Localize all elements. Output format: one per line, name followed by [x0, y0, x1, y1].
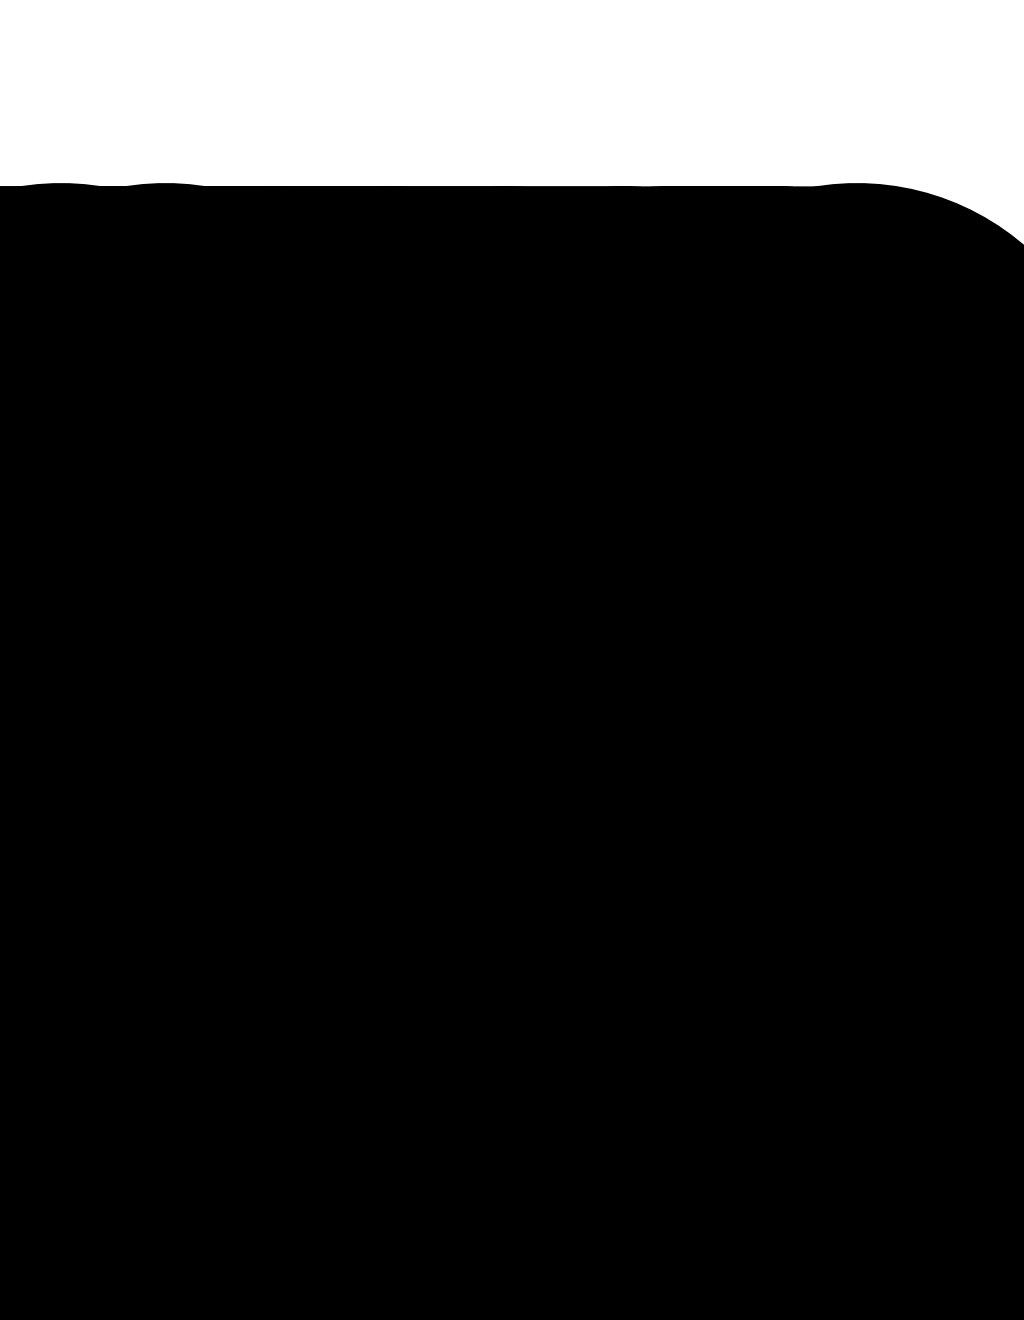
Bar — [725, 737, 818, 966]
Bar — [376, 737, 469, 966]
Text: 310: 310 — [825, 1030, 852, 1044]
Text: alternating one of
operating voltages: alternating one of operating voltages — [284, 429, 402, 458]
Text: 314: 314 — [513, 235, 540, 249]
Bar — [183, 313, 273, 574]
Bar — [645, 313, 738, 574]
Text: 306: 306 — [593, 1030, 620, 1044]
Text: start: start — [190, 845, 220, 858]
Text: 302: 302 — [360, 1030, 387, 1044]
Text: US 2011/0018509 A1: US 2011/0018509 A1 — [686, 211, 824, 224]
Bar — [528, 313, 622, 574]
Text: 312: 312 — [397, 235, 424, 249]
Text: Jan. 27, 2011  Sheet 3 of 3: Jan. 27, 2011 Sheet 3 of 3 — [399, 211, 574, 224]
Text: 308: 308 — [710, 1030, 736, 1044]
Text: 304: 304 — [477, 1030, 504, 1044]
Text: generating feedback
voltage corresponding
to load current: generating feedback voltage correspondin… — [234, 829, 378, 874]
Text: regulating load current
in accordance with
control voltage: regulating load current in accordance wi… — [617, 421, 766, 466]
Text: Patent Application Publication: Patent Application Publication — [178, 211, 381, 224]
Text: end: end — [769, 437, 793, 450]
Bar — [260, 737, 352, 966]
Ellipse shape — [750, 428, 812, 459]
Bar — [296, 313, 389, 574]
Bar — [608, 737, 701, 966]
Text: generating operating
voltages: generating operating voltages — [703, 837, 839, 866]
Text: 316: 316 — [630, 235, 656, 249]
Text: alternating reference
voltage: alternating reference voltage — [354, 837, 490, 866]
Ellipse shape — [174, 836, 237, 867]
Text: Fig. 3: Fig. 3 — [770, 787, 835, 808]
Text: alternating the other of
operating voltages: alternating the other of operating volta… — [384, 429, 534, 458]
Bar — [493, 737, 586, 966]
Text: alternately inputting
feedback voltage and
reference voltage into
inputs of oper: alternately inputting feedback voltage a… — [585, 813, 725, 890]
Bar — [413, 313, 506, 574]
Text: alternating feedback
voltage in relation to
reference voltage: alternating feedback voltage in relation… — [472, 829, 605, 874]
Text: 318: 318 — [745, 235, 772, 249]
Text: alternately receiving
operating voltages to
generate control voltage: alternately receiving operating voltages… — [497, 421, 653, 466]
